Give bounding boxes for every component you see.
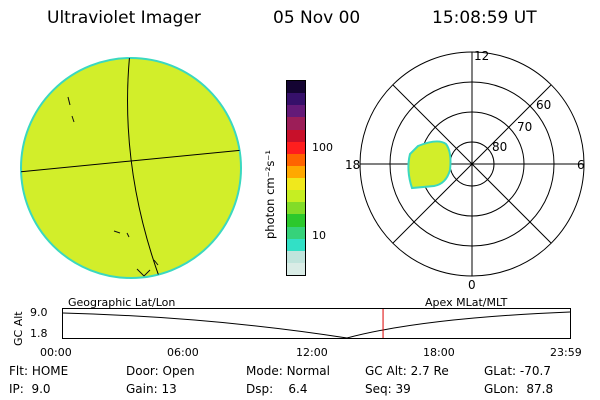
- timeline-plot: [62, 308, 571, 339]
- colorbar-segment: [287, 262, 305, 275]
- info-glat: GLat: -70.7: [484, 364, 551, 378]
- flt-value: HOME: [31, 364, 69, 378]
- info-glon: GLon: 87.8: [484, 382, 553, 396]
- glon-value: 87.8: [526, 382, 554, 396]
- colorbar-tick-10: 10: [312, 229, 326, 242]
- flt-label: Flt:: [9, 364, 28, 378]
- parallel-line: [21, 149, 241, 173]
- colorbar-segment: [287, 250, 305, 263]
- info-door: Door: Open: [126, 364, 195, 378]
- polar-grid: [359, 51, 585, 277]
- app-title: Ultraviolet Imager: [47, 8, 201, 28]
- date-display: 05 Nov 00: [273, 8, 361, 28]
- colorbar-segment: [287, 178, 305, 191]
- gain-value: 13: [161, 382, 177, 396]
- timeline-xtick-1800: 18:00: [423, 346, 455, 359]
- dsp-value: 6.4: [288, 382, 308, 396]
- mode-label: Mode:: [246, 364, 283, 378]
- colorbar-segment: [287, 226, 305, 239]
- info-dsp: Dsp: 6.4: [246, 382, 308, 396]
- glon-label: GLon:: [484, 382, 519, 396]
- info-ip: IP: 9.0: [9, 382, 51, 396]
- info-gain: Gain: 13: [126, 382, 177, 396]
- colorbar-segment: [287, 105, 305, 118]
- timeline-xtick-0600: 06:00: [167, 346, 199, 359]
- lat-label-60: 60: [536, 98, 551, 112]
- mlt-label-12: 12: [474, 49, 489, 63]
- colorbar-segment: [287, 93, 305, 106]
- mlt-label-6: 6: [577, 158, 585, 172]
- mlt-label-18: 18: [345, 158, 360, 172]
- door-label: Door:: [126, 364, 159, 378]
- dsp-label: Dsp:: [246, 382, 274, 396]
- polar-mlt-panel: 12 18 6 0 60 70 80: [345, 49, 585, 292]
- colorbar-segment: [287, 238, 305, 251]
- time-display: 15:08:59 UT: [432, 8, 537, 28]
- door-value: Open: [162, 364, 195, 378]
- polar-panel-label: Apex MLat/MLT: [425, 296, 508, 309]
- colorbar-unit-label: photon cm⁻²s⁻¹: [263, 150, 277, 239]
- lat-label-80: 80: [492, 140, 507, 154]
- ip-value: 9.0: [31, 382, 51, 396]
- colorbar-segment: [287, 81, 305, 94]
- auroral-oval-patch: [407, 140, 452, 190]
- timeline-ytick-top: 9.0: [30, 306, 48, 319]
- altitude-curve: [62, 311, 571, 339]
- info-seq: Seq: 39: [365, 382, 411, 396]
- timeline-xtick-2359: 23:59: [550, 346, 582, 359]
- colorbar-segment: [287, 190, 305, 203]
- geo-panel-label: Geographic Lat/Lon: [68, 296, 176, 309]
- info-gcalt: GC Alt: 2.7 Re: [365, 364, 449, 378]
- colorbar-segment: [287, 153, 305, 166]
- gcalt-label: GC Alt:: [365, 364, 407, 378]
- gain-label: Gain:: [126, 382, 158, 396]
- meridian-line: [127, 58, 165, 278]
- colorbar-segment: [287, 117, 305, 130]
- seq-label: Seq:: [365, 382, 392, 396]
- info-mode: Mode: Normal: [246, 364, 330, 378]
- colorbar-segment: [287, 202, 305, 215]
- geographic-image-panel: [20, 57, 242, 279]
- timeline-ylabel: GC Alt: [12, 311, 25, 346]
- seq-value: 39: [395, 382, 411, 396]
- lat-lon-grid: [21, 58, 241, 278]
- glat-label: GLat:: [484, 364, 517, 378]
- info-flt: Flt: HOME: [9, 364, 68, 378]
- earth-disk: [20, 57, 242, 279]
- timeline-ytick-bottom: 1.8: [30, 327, 48, 340]
- coastline-marks: [67, 96, 159, 277]
- timeline-xtick-1200: 12:00: [296, 346, 328, 359]
- colorbar-segment: [287, 165, 305, 178]
- lat-label-70: 70: [517, 120, 532, 134]
- colorbar-segment: [287, 129, 305, 142]
- polar-labels: 12 18 6 0 60 70 80: [345, 49, 585, 292]
- gcalt-value: 2.7 Re: [410, 364, 449, 378]
- colorbar-segment: [287, 141, 305, 154]
- colorbar-segment: [287, 214, 305, 227]
- colorbar: [286, 80, 306, 276]
- glat-value: -70.7: [519, 364, 551, 378]
- timeline-xtick-0000: 00:00: [40, 346, 72, 359]
- ip-label: IP:: [9, 382, 24, 396]
- mode-value: Normal: [286, 364, 330, 378]
- colorbar-tick-100: 100: [312, 141, 333, 154]
- mlt-label-0: 0: [468, 278, 476, 292]
